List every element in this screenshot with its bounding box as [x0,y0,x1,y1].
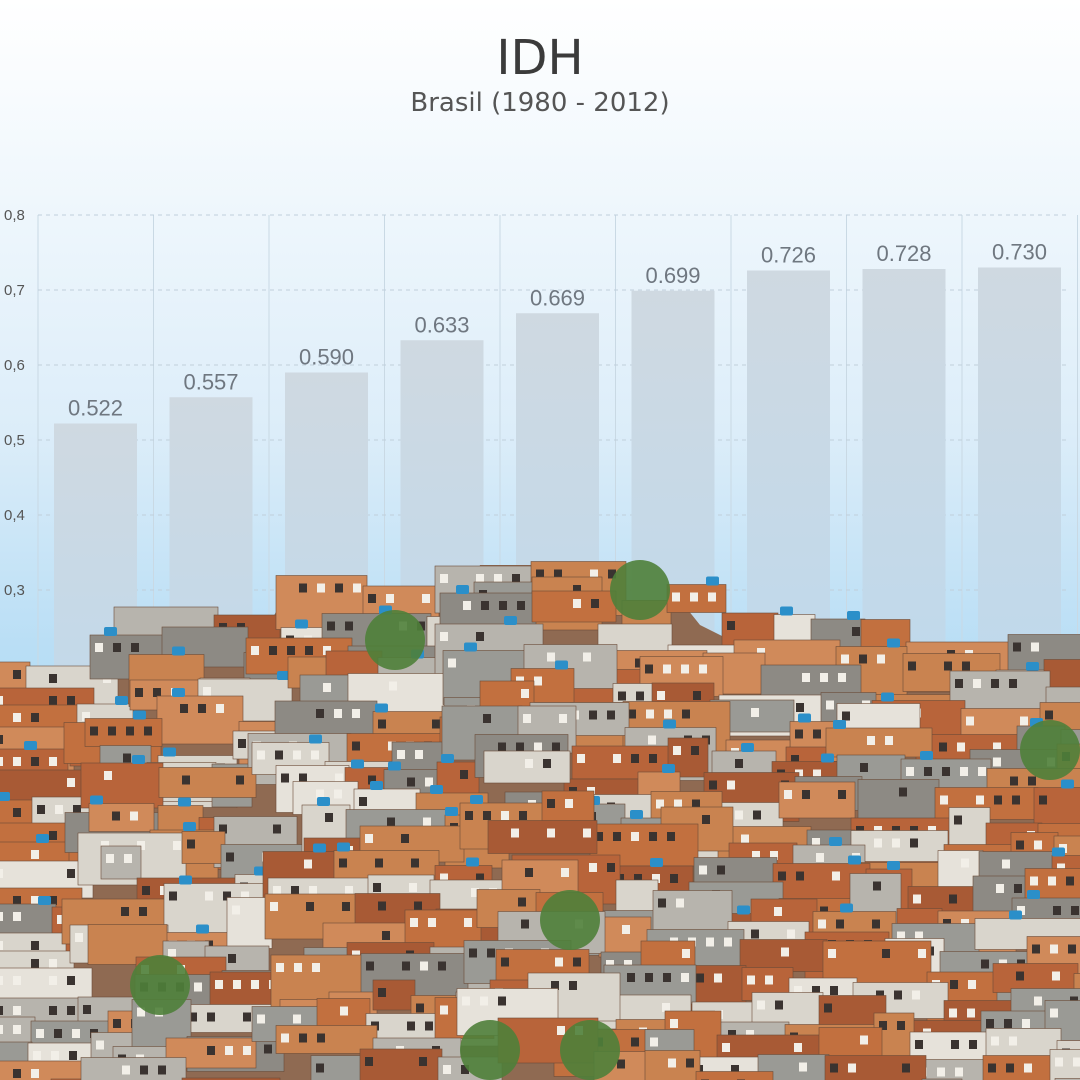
y-tick-label: 0,8 [4,207,25,224]
y-tick-label: 0,6 [4,357,25,374]
value-labels: 0.522 0.557 0.590 0.633 0.669 0.699 0.726 0.728… [68,240,1047,421]
bar-value-label: 0.633 [414,312,469,337]
chart-subtitle: Brasil (1980 - 2012) [410,88,670,118]
bar-value-label: 0.557 [183,369,238,394]
y-tick-label: 0,3 [4,582,25,599]
bar-value-label: 0.699 [645,263,700,288]
y-tick-label: 0,4 [4,507,25,524]
bar-value-label: 0.669 [530,285,585,310]
bar-value-label: 0.730 [992,240,1047,265]
chart-title: IDH [496,30,584,86]
bar-value-label: 0.522 [68,396,123,421]
bar-value-label: 0.726 [761,243,816,268]
bar-value-label: 0.590 [299,345,354,370]
bar-value-label: 0.728 [876,241,931,266]
y-axis: 0,3 0,4 0,5 0,6 0,7 0,8 [4,207,25,599]
y-tick-label: 0,7 [4,282,25,299]
y-tick-label: 0,5 [4,432,25,449]
